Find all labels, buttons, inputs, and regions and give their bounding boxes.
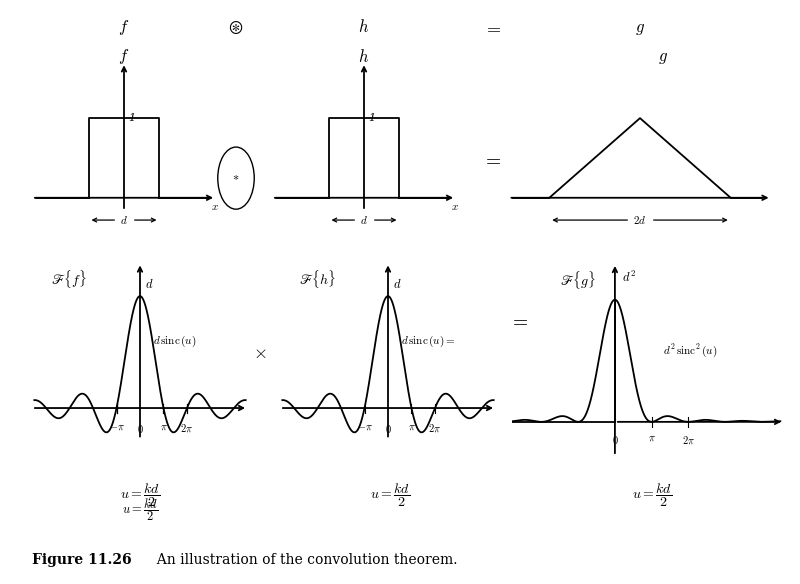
Text: 1: 1: [368, 113, 375, 123]
Text: $0$: $0$: [385, 423, 391, 434]
Text: $u = \dfrac{kd}{2}$: $u = \dfrac{kd}{2}$: [120, 482, 160, 509]
Text: $\mathscr{F}\{h\}$: $\mathscr{F}\{h\}$: [298, 268, 336, 290]
Text: $g$: $g$: [658, 50, 668, 67]
Text: $f$: $f$: [118, 18, 130, 37]
Text: $2\pi$: $2\pi$: [429, 423, 442, 434]
Text: $d$: $d$: [120, 214, 128, 226]
Text: $=$: $=$: [483, 18, 501, 36]
Text: $-\pi$: $-\pi$: [109, 423, 125, 432]
Text: $d^2$: $d^2$: [622, 270, 635, 285]
Text: $d$: $d$: [360, 214, 368, 226]
Text: $h$: $h$: [358, 19, 370, 36]
Text: $0$: $0$: [611, 434, 618, 446]
Text: $-\pi$: $-\pi$: [357, 423, 373, 432]
Text: 1: 1: [128, 113, 135, 123]
Text: $*$: $*$: [232, 170, 240, 183]
Text: $d$: $d$: [393, 277, 402, 290]
Text: An illustration of the convolution theorem.: An illustration of the convolution theor…: [148, 552, 458, 566]
Text: $2\pi$: $2\pi$: [181, 423, 194, 434]
Text: $d\,\mathrm{sinc}\,(u) =$: $d\,\mathrm{sinc}\,(u) =$: [401, 333, 455, 349]
Text: $\pi$: $\pi$: [648, 434, 656, 443]
Text: $h$: $h$: [358, 50, 370, 67]
Text: $\pi$: $\pi$: [407, 423, 415, 432]
Text: Figure 11.26: Figure 11.26: [32, 552, 132, 566]
Text: $=$: $=$: [482, 152, 502, 169]
Text: $\pi$: $\pi$: [159, 423, 167, 432]
Text: $x$: $x$: [210, 202, 218, 213]
Text: $0$: $0$: [137, 423, 143, 434]
Text: $u = \dfrac{kd}{2}$: $u = \dfrac{kd}{2}$: [370, 482, 410, 509]
Text: $u = \dfrac{kd}{2}$: $u = \dfrac{kd}{2}$: [632, 482, 672, 509]
Text: $x$: $x$: [450, 202, 458, 213]
Text: $2\pi$: $2\pi$: [682, 434, 695, 446]
Text: $d^2\,\mathrm{sinc}^2\,(u)$: $d^2\,\mathrm{sinc}^2\,(u)$: [662, 343, 718, 360]
Text: $u = \dfrac{kd}{2}$: $u = \dfrac{kd}{2}$: [122, 496, 158, 523]
Text: $d\,\mathrm{sinc}\,(u)$: $d\,\mathrm{sinc}\,(u)$: [153, 333, 197, 349]
Text: $d$: $d$: [145, 277, 154, 290]
Text: $\times$: $\times$: [254, 345, 266, 362]
Text: $=$: $=$: [509, 312, 528, 330]
Text: $f$: $f$: [118, 47, 130, 67]
Text: $2d$: $2d$: [634, 214, 646, 226]
Text: $\mathscr{F}\{f\}$: $\mathscr{F}\{f\}$: [50, 268, 87, 290]
Text: $g$: $g$: [635, 20, 645, 37]
Text: $\circledast$: $\circledast$: [228, 19, 244, 36]
Text: $\mathscr{F}\{g\}$: $\mathscr{F}\{g\}$: [560, 269, 596, 291]
